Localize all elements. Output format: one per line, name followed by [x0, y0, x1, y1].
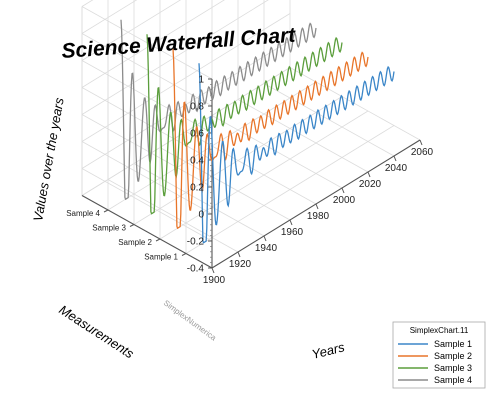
- x-tick-label: 1960: [281, 227, 304, 238]
- floor-gridline: [289, 67, 421, 141]
- x-tick-label: 1900: [203, 275, 226, 286]
- chart-legend: SimplexChart.11 Sample 1 Sample 2 Sample 3…: [392, 321, 486, 389]
- x-tick-label: 2000: [333, 195, 356, 206]
- x-tick-mark: [419, 139, 423, 146]
- series-line: [120, 19, 317, 201]
- y-tick-label: 0.2: [190, 183, 204, 194]
- y-tick-label: 0.6: [190, 129, 204, 140]
- x-tick-mark: [315, 203, 319, 210]
- y-tick-label: -0.4: [187, 264, 205, 275]
- back-wall-gridline: [81, 0, 225, 88]
- series-line: [146, 34, 343, 215]
- legend-label: Sample 2: [434, 351, 472, 361]
- legend-label: Sample 1: [434, 339, 472, 349]
- x-axis-title: Years: [310, 339, 346, 362]
- x-tick-mark: [211, 267, 215, 274]
- chart-series: [120, 19, 395, 244]
- x-tick-mark: [237, 251, 241, 258]
- back-wall-gridline: [81, 0, 269, 115]
- chart-axes: [81, 78, 423, 274]
- floor-gridline: [159, 110, 369, 240]
- z-tick-label: Sample 4: [66, 209, 100, 218]
- side-wall-gridline: [81, 33, 213, 107]
- z-tick-mark: [181, 253, 187, 256]
- x-tick-mark: [367, 171, 371, 178]
- x-tick-label: 1940: [255, 243, 278, 254]
- series-line: [172, 48, 369, 230]
- x-tick-mark: [289, 219, 293, 226]
- floor-gridline: [133, 96, 343, 225]
- z-tick-label: Sample 1: [144, 253, 178, 262]
- back-wall-gridline: [81, 0, 138, 34]
- y-tick-label: 1: [198, 75, 204, 86]
- z-axis-line: [81, 195, 213, 269]
- back-wall-gridline: [81, 0, 182, 61]
- side-wall-gridline: [81, 168, 213, 242]
- floor-gridline: [211, 115, 343, 189]
- side-wall-gridline: [81, 114, 213, 188]
- z-tick-label: Sample 2: [118, 238, 152, 247]
- y-tick-label: -0.2: [187, 237, 205, 248]
- y-tick-label: 0: [198, 210, 204, 221]
- x-tick-label: 2040: [385, 163, 408, 174]
- legend-frame: [392, 321, 486, 389]
- side-wall-gridline: [81, 60, 213, 134]
- chart-tick-labels: -0.4 -0.2 0 0.2 0.4 0.6 0.8 1 190019201940196019…: [66, 75, 433, 287]
- floor-gridline: [133, 163, 265, 237]
- legend-items: Sample 1 Sample 2 Sample 3 Sample 4: [398, 339, 472, 385]
- y-axis-title: Values over the years: [30, 96, 67, 222]
- x-tick-mark: [341, 187, 345, 194]
- z-tick-mark: [103, 209, 109, 213]
- x-tick-mark: [393, 155, 397, 162]
- floor-gridline: [185, 125, 395, 254]
- legend-title: SimplexChart.11: [410, 326, 469, 335]
- z-tick-mark: [129, 224, 135, 227]
- floor-gridline: [237, 99, 369, 173]
- floor-gridline: [107, 179, 239, 253]
- x-tick-label: 2020: [359, 179, 382, 190]
- floor-gridline: [263, 83, 395, 157]
- series-line: [198, 63, 395, 244]
- x-tick-label: 2060: [411, 147, 434, 158]
- x-tick-label: 1920: [229, 259, 252, 270]
- legend-label: Sample 4: [434, 375, 472, 385]
- x-tick-label: 1980: [307, 211, 330, 222]
- z-tick-mark: [155, 238, 161, 242]
- side-wall-gridline: [81, 141, 213, 215]
- x-tick-mark: [263, 235, 267, 242]
- legend-label: Sample 3: [434, 363, 472, 373]
- z-axis-title: Measurements: [56, 302, 137, 362]
- floor-gridline: [185, 131, 317, 205]
- watermark-text: SimplexNumerica: [162, 298, 218, 342]
- y-tick-label: 0.8: [190, 102, 204, 113]
- y-tick-label: 0.4: [190, 156, 204, 167]
- z-tick-label: Sample 3: [92, 224, 126, 233]
